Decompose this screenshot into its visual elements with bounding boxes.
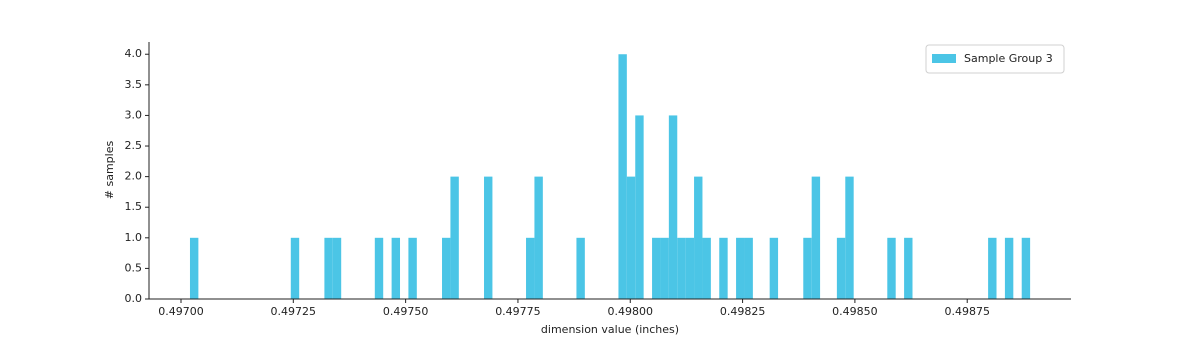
bar (576, 237, 585, 299)
x-tick-label: 0.49725 (271, 305, 317, 318)
bar (391, 237, 401, 299)
y-tick-label: 1.5 (125, 200, 143, 213)
y-tick-label: 0.0 (125, 292, 143, 305)
bar (736, 237, 745, 299)
bar (408, 237, 417, 299)
legend-swatch (932, 54, 956, 63)
y-axis-label: # samples (103, 141, 116, 200)
bar (803, 237, 812, 299)
x-tick-label: 0.49750 (383, 305, 429, 318)
bar (189, 237, 199, 299)
bar (685, 237, 695, 299)
bar (719, 237, 728, 299)
x-tick-label: 0.49775 (495, 305, 541, 318)
legend-label: Sample Group 3 (964, 52, 1053, 65)
bar (1021, 237, 1031, 299)
bar (652, 237, 661, 299)
x-tick-label: 0.49875 (944, 305, 990, 318)
x-tick-label: 0.49800 (608, 305, 654, 318)
x-axis-label: dimension value (inches) (541, 323, 679, 336)
bar (450, 176, 459, 299)
bar (677, 237, 686, 299)
bar (836, 237, 846, 299)
bar (290, 237, 300, 299)
bar (702, 237, 711, 299)
legend-box (925, 44, 1065, 74)
y-tick-label: 3.5 (125, 78, 143, 91)
x-tick-label: 0.49700 (158, 305, 204, 318)
x-tick-label: 0.49825 (720, 305, 766, 318)
bar (988, 237, 997, 299)
bar (526, 237, 535, 299)
bar (769, 237, 779, 299)
bar (660, 237, 669, 299)
bar (442, 237, 451, 299)
bar (484, 176, 493, 299)
bar (626, 176, 636, 299)
bar (744, 237, 753, 299)
y-tick-label: 4.0 (125, 47, 143, 60)
bar (694, 176, 703, 299)
bar (374, 237, 384, 299)
bar (811, 176, 821, 299)
bar (635, 115, 644, 299)
y-tick-label: 2.0 (125, 170, 143, 183)
y-tick-label: 0.5 (125, 261, 143, 274)
bar (332, 237, 342, 299)
x-tick-label: 0.49850 (832, 305, 878, 318)
bar (534, 176, 543, 299)
bar (1004, 237, 1014, 299)
bar (904, 237, 913, 299)
bar (887, 237, 896, 299)
y-tick-label: 2.5 (125, 139, 143, 152)
bar (668, 115, 678, 299)
bar (324, 237, 333, 299)
bar (845, 176, 854, 299)
bar (618, 54, 627, 299)
y-tick-label: 3.0 (125, 108, 143, 121)
y-tick-label: 1.0 (125, 231, 143, 244)
